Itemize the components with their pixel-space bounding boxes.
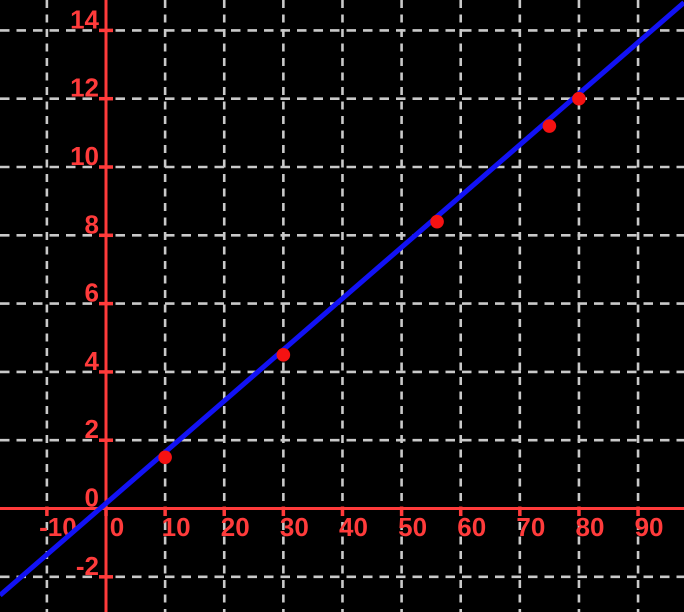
y-tick-label: 10 <box>70 141 99 171</box>
y-tick-label: 0 <box>85 483 99 513</box>
y-tick-label: 2 <box>85 414 99 444</box>
x-tick-label: 90 <box>635 512 664 542</box>
x-tick-label: 20 <box>221 512 250 542</box>
data-point <box>158 450 172 465</box>
x-tick-label: 30 <box>280 512 309 542</box>
x-tick-label: 10 <box>162 512 191 542</box>
data-point <box>430 214 444 229</box>
x-tick-label: 80 <box>575 512 604 542</box>
best-fit-line <box>0 0 684 598</box>
y-tick-label: 14 <box>70 4 99 34</box>
x-tick-label: -10 <box>39 512 77 542</box>
y-tick-label: 4 <box>85 346 100 376</box>
data-point <box>572 91 586 106</box>
x-tick-label: 0 <box>110 512 124 542</box>
x-tick-label: 40 <box>339 512 368 542</box>
y-tick-label: 8 <box>85 209 99 239</box>
data-point <box>276 348 291 362</box>
x-tick-label: 50 <box>398 512 427 542</box>
y-tick-label: 6 <box>85 278 99 308</box>
x-tick-label: 60 <box>457 512 486 542</box>
x-tick-label: 70 <box>516 512 545 542</box>
y-tick-label: 12 <box>70 73 99 103</box>
data-point <box>542 119 557 133</box>
y-tick-label: -2 <box>76 551 99 581</box>
